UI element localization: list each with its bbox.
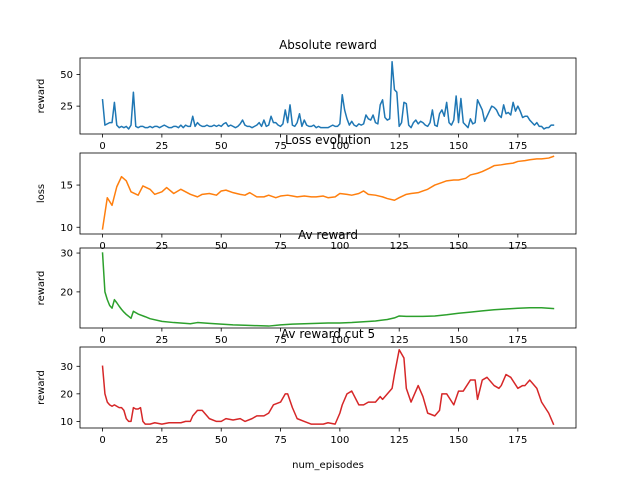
av-reward-axes-frame xyxy=(79,247,577,329)
loss-evolution-series-line xyxy=(101,155,555,230)
shared-x-axis-label: num_episodes xyxy=(292,460,364,471)
loss-evolution-y-tick-label: 15 xyxy=(60,181,73,192)
loss-evolution-panel: 0 25 50 75 100 125 150 175 10 15 loss Loss evolutio… xyxy=(36,133,577,252)
av-reward-cut-5-title: Av reward cut 5 xyxy=(281,327,375,341)
av-reward-cut-5-series-line xyxy=(101,349,555,426)
av-reward-cut-5-panel: 0 25 50 75 100 125 150 175 10 20 30 reward Av reward… xyxy=(36,327,577,446)
av-reward-x-tick-label: 0 xyxy=(99,335,105,346)
av-reward-cut-5-axes-frame xyxy=(79,346,577,429)
av-reward-cut-5-x-tick-label: 100 xyxy=(330,435,349,446)
av-reward-y-axis-label: reward xyxy=(36,271,47,306)
av-reward-x-tick-label: 25 xyxy=(156,335,169,346)
av-reward-y-tick-label: 20 xyxy=(60,287,73,298)
loss-evolution-x-tick-label: 125 xyxy=(390,241,409,252)
av-reward-cut-5-x-tick-label: 150 xyxy=(449,435,468,446)
loss-evolution-y-axis-label: loss xyxy=(36,184,47,203)
absolute-reward-x-tick-label: 50 xyxy=(215,141,228,152)
absolute-reward-x-tick-label: 175 xyxy=(508,141,527,152)
loss-evolution-title: Loss evolution xyxy=(285,133,371,147)
absolute-reward-x-tick-label: 150 xyxy=(449,141,468,152)
av-reward-cut-5-y-tick-label: 10 xyxy=(60,417,73,428)
av-reward-x-tick-label: 150 xyxy=(449,335,468,346)
av-reward-cut-5-x-tick-label: 125 xyxy=(390,435,409,446)
av-reward-cut-5-x-tick-label: 50 xyxy=(215,435,228,446)
av-reward-cut-5-x-tick-label: 25 xyxy=(156,435,169,446)
loss-evolution-y-tick-label: 10 xyxy=(60,223,73,234)
absolute-reward-x-tick-label: 75 xyxy=(274,141,287,152)
loss-evolution-x-tick-label: 175 xyxy=(508,241,527,252)
loss-evolution-x-tick-label: 50 xyxy=(215,241,228,252)
av-reward-cut-5-x-tick-label: 75 xyxy=(274,435,287,446)
absolute-reward-y-axis-label: reward xyxy=(36,79,47,114)
absolute-reward-axes-frame xyxy=(79,57,577,135)
av-reward-y-tick-label: 30 xyxy=(60,249,73,260)
absolute-reward-x-tick-label: 100 xyxy=(330,141,349,152)
loss-evolution-x-tick-label: 100 xyxy=(330,241,349,252)
loss-evolution-x-tick-label: 25 xyxy=(156,241,169,252)
loss-evolution-axes-frame xyxy=(79,152,577,235)
av-reward-cut-5-y-axis-label: reward xyxy=(36,370,47,405)
loss-evolution-x-tick-label: 150 xyxy=(449,241,468,252)
av-reward-x-tick-label: 100 xyxy=(330,335,349,346)
av-reward-cut-5-x-tick-label: 0 xyxy=(99,435,105,446)
absolute-reward-panel: 0 25 50 75 100 125 150 175 25 50 reward Absolute re… xyxy=(36,38,577,152)
av-reward-x-tick-label: 125 xyxy=(390,335,409,346)
av-reward-panel: 0 25 50 75 100 125 150 175 20 30 reward Av reward xyxy=(36,228,577,346)
absolute-reward-y-tick-label: 50 xyxy=(60,70,73,81)
av-reward-x-tick-label: 50 xyxy=(215,335,228,346)
av-reward-cut-5-x-tick-label: 175 xyxy=(508,435,527,446)
absolute-reward-x-tick-label: 0 xyxy=(99,141,105,152)
av-reward-cut-5-y-tick-label: 30 xyxy=(60,362,73,373)
absolute-reward-x-tick-label: 25 xyxy=(156,141,169,152)
loss-evolution-x-tick-label: 75 xyxy=(274,241,287,252)
absolute-reward-x-tick-label: 125 xyxy=(390,141,409,152)
absolute-reward-series-line xyxy=(101,61,555,130)
av-reward-x-tick-label: 175 xyxy=(508,335,527,346)
loss-evolution-x-tick-label: 0 xyxy=(99,241,105,252)
absolute-reward-title: Absolute reward xyxy=(279,38,377,52)
av-reward-series-line xyxy=(101,252,555,327)
absolute-reward-y-tick-label: 25 xyxy=(60,102,73,113)
av-reward-x-tick-label: 75 xyxy=(274,335,287,346)
av-reward-cut-5-y-tick-label: 20 xyxy=(60,389,73,400)
av-reward-title: Av reward xyxy=(298,228,358,242)
